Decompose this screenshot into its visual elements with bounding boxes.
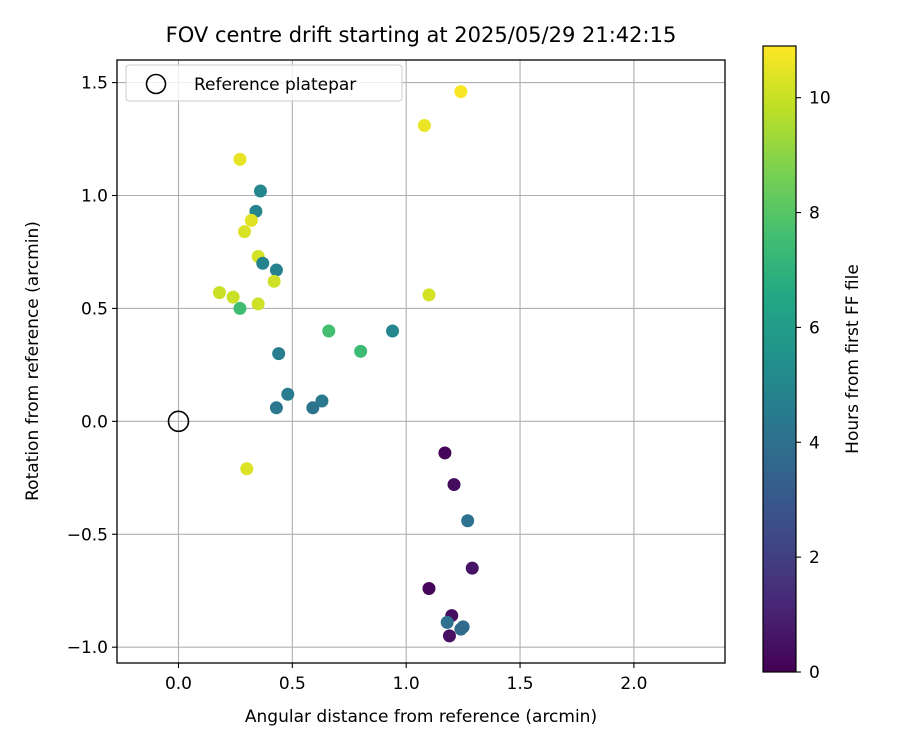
data-point: [272, 347, 286, 361]
data-point: [447, 478, 461, 492]
grid: [117, 60, 725, 663]
data-point: [238, 225, 252, 239]
data-point: [233, 152, 247, 166]
colorbar-gradient: [762, 45, 797, 673]
data-point: [422, 288, 436, 302]
reference-platepar-marker: [167, 410, 190, 433]
y-tick-label: 0.0: [81, 412, 108, 432]
data-point: [269, 401, 283, 415]
data-point: [461, 514, 475, 528]
x-tick-label: 2.0: [620, 674, 647, 694]
data-point: [244, 213, 258, 227]
data-point: [240, 462, 254, 476]
colorbar-tick-label: 2: [809, 548, 820, 568]
colorbar-ticks: 0 2 4 6 8 10: [796, 89, 831, 683]
data-point: [256, 256, 270, 270]
data-point: [442, 629, 456, 643]
data-point: [233, 301, 247, 315]
data-point: [226, 290, 240, 304]
data-point: [253, 184, 267, 198]
data-point: [440, 615, 454, 629]
x-tick-label: 0.0: [165, 674, 192, 694]
legend-marker-icon: [145, 73, 167, 95]
y-axis-ticks: −1.0 −0.5 0.0 0.5 1.0 1.5: [67, 74, 117, 658]
colorbar-tick-label: 10: [809, 89, 831, 109]
colorbar-tick-label: 8: [809, 204, 820, 224]
reference-marker-layer: [167, 410, 190, 433]
x-tick-label: 1.5: [507, 674, 534, 694]
plot-frame: [116, 59, 726, 664]
y-tick-label: −1.0: [67, 638, 108, 658]
data-point: [315, 394, 329, 408]
x-axis-label: Angular distance from reference (arcmin): [245, 707, 597, 727]
data-point: [354, 344, 368, 358]
y-tick-label: 1.5: [81, 74, 108, 94]
x-tick-label: 1.0: [393, 674, 420, 694]
colorbar-tick-label: 4: [809, 433, 820, 453]
colorbar-tick-label: 6: [809, 318, 820, 338]
y-tick-label: 0.5: [81, 299, 108, 319]
data-points: [212, 85, 479, 643]
data-point: [212, 286, 226, 300]
data-point: [322, 324, 336, 338]
data-point: [281, 387, 295, 401]
legend-box: [125, 64, 403, 102]
data-point: [306, 401, 320, 415]
data-point: [454, 85, 468, 99]
data-point: [267, 274, 281, 288]
data-point: [465, 561, 479, 575]
colorbar-tick-label: 0: [809, 663, 820, 683]
y-tick-label: 1.0: [81, 187, 108, 207]
data-point: [438, 446, 452, 460]
data-point: [269, 263, 283, 277]
x-tick-label: 0.5: [279, 674, 306, 694]
legend-entry-reference: Reference platepar: [194, 75, 356, 95]
x-axis-ticks: 0.0 0.5 1.0 1.5 2.0: [165, 663, 647, 694]
data-point: [456, 620, 470, 634]
y-tick-label: −0.5: [67, 525, 108, 545]
legend: Reference platepar: [125, 64, 403, 102]
chart-title: FOV centre drift starting at 2025/05/29 …: [166, 23, 677, 47]
data-point: [417, 118, 431, 132]
data-point: [422, 581, 436, 595]
y-axis-label: Rotation from reference (arcmin): [23, 221, 43, 501]
data-point: [251, 297, 265, 311]
colorbar-label: Hours from first FF file: [843, 264, 863, 454]
colorbar: 0 2 4 6 8 10 Hours from first FF file: [762, 45, 863, 683]
data-point: [386, 324, 400, 338]
